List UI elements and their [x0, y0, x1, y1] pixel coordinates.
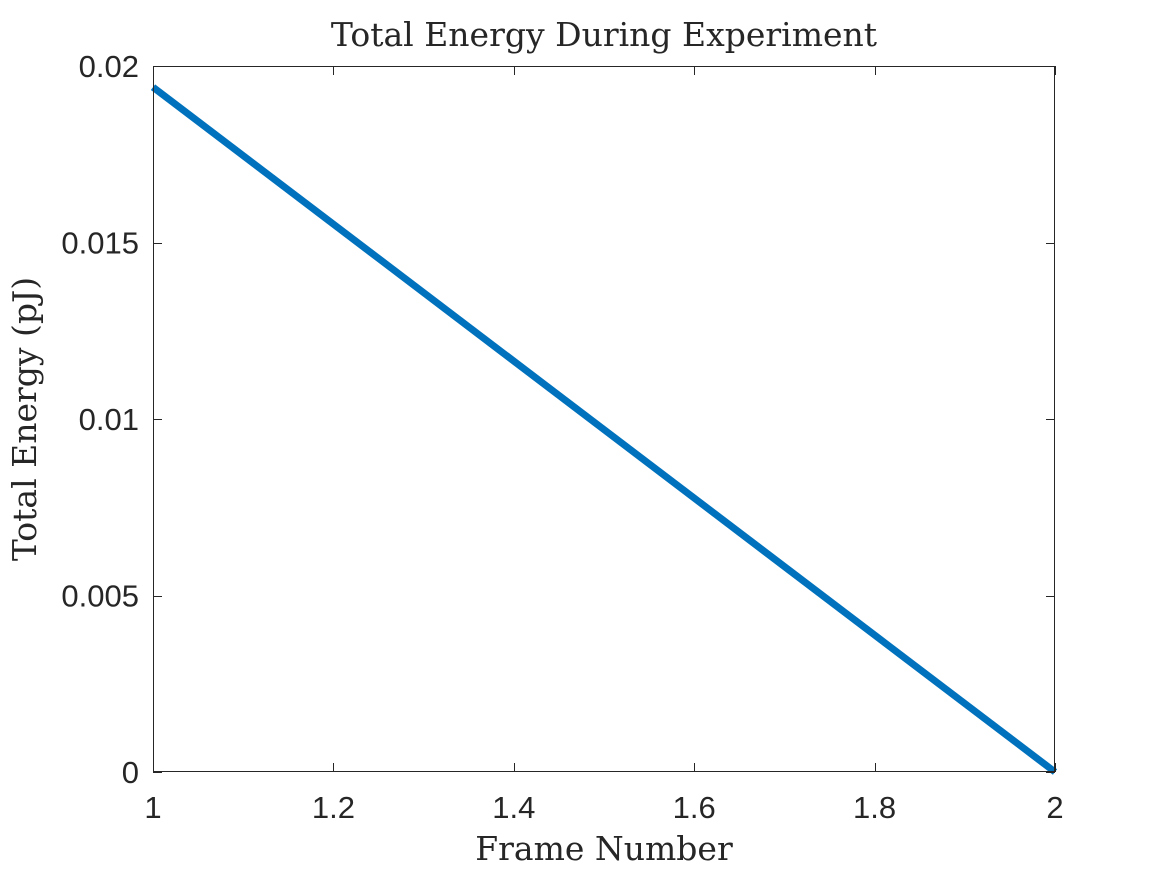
- x-tick-label: 1.6: [673, 790, 716, 825]
- y-axis-ticks: 0 0.005 0.01 0.015 0.02: [61, 49, 1055, 790]
- x-tick-label: 1: [144, 790, 161, 825]
- y-tick-label: 0: [122, 755, 139, 790]
- x-axis-label: Frame Number: [475, 829, 733, 868]
- x-tick-label: 1.8: [853, 790, 896, 825]
- chart-title: Total Energy During Experiment: [331, 15, 877, 54]
- x-tick-label: 1.4: [492, 790, 535, 825]
- x-tick-label: 2: [1046, 790, 1063, 825]
- x-tick-label: 1.2: [312, 790, 355, 825]
- x-axis-ticks: 1 1.2 1.4 1.6 1.8 2: [144, 66, 1064, 825]
- y-tick-label: 0.01: [79, 402, 139, 437]
- series-layer: [150, 84, 1058, 775]
- series-line-1: [150, 84, 1058, 775]
- y-tick-label: 0.02: [79, 49, 139, 84]
- y-tick-label: 0.015: [61, 226, 139, 261]
- y-axis-label: Total Energy (pJ): [5, 277, 44, 561]
- y-tick-label: 0.005: [61, 579, 139, 614]
